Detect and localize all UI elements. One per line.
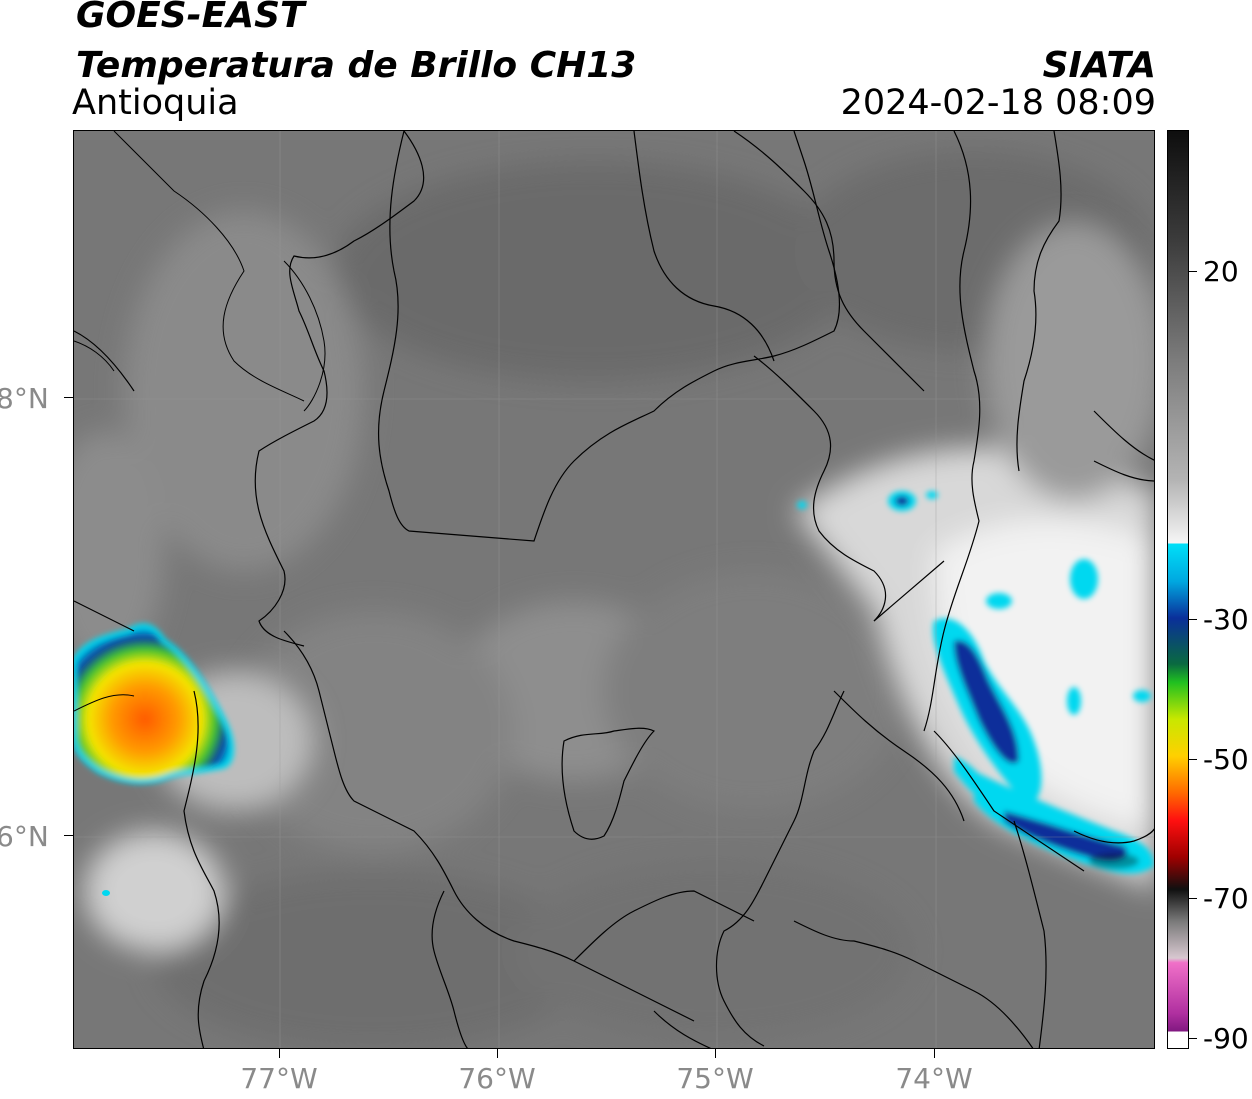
graticule xyxy=(74,131,1154,1048)
lat-tick-6n xyxy=(64,835,73,837)
coastline xyxy=(74,131,326,712)
lat-label-6n: 6°N xyxy=(0,820,49,853)
colorbar-label-minus30: -30 xyxy=(1203,603,1249,636)
colorbar-label-20: 20 xyxy=(1203,255,1239,288)
lon-label-76w: 76°W xyxy=(458,1062,536,1095)
admin-boundaries xyxy=(74,131,1154,1048)
lon-tick-75w xyxy=(715,1049,717,1058)
lon-label-75w: 75°W xyxy=(676,1062,754,1095)
map-field xyxy=(74,131,1154,1048)
satellite-title: GOES-EAST xyxy=(76,0,305,36)
convective-storm-west xyxy=(74,623,234,896)
lat-tick-8n xyxy=(64,397,73,399)
convective-cells-east xyxy=(797,491,1154,874)
lat-label-8n: 8°N xyxy=(0,382,49,415)
colorbar-tick-minus70 xyxy=(1189,898,1197,900)
region-label: Antioquia xyxy=(72,83,239,123)
lon-label-77w: 77°W xyxy=(240,1062,318,1095)
lon-tick-74w xyxy=(934,1049,936,1058)
colorbar-label-minus50: -50 xyxy=(1203,743,1249,776)
colorbar-tick-minus90 xyxy=(1189,1038,1197,1040)
colorbar-tick-minus50 xyxy=(1189,759,1197,761)
colorbar-tick-20 xyxy=(1189,271,1197,273)
datetime-label: 2024-02-18 08:09 xyxy=(840,83,1156,123)
colorbar-label-minus90: -90 xyxy=(1203,1022,1249,1055)
colorbar-tick-minus30 xyxy=(1189,619,1197,621)
colorbar-label-minus70: -70 xyxy=(1203,882,1249,915)
lon-label-74w: 74°W xyxy=(895,1062,973,1095)
satellite-map xyxy=(73,130,1155,1049)
colorbar-gradient xyxy=(1168,131,1188,1048)
lon-tick-76w xyxy=(497,1049,499,1058)
colorbar xyxy=(1167,130,1189,1049)
lon-tick-77w xyxy=(279,1049,281,1058)
agency-label: SIATA xyxy=(1042,45,1156,86)
product-title: Temperatura de Brillo CH13 xyxy=(76,45,637,86)
cloud-texture xyxy=(74,151,1154,1048)
